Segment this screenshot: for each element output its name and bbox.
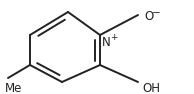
Text: OH: OH xyxy=(142,82,160,94)
Text: O: O xyxy=(144,10,153,23)
Text: N: N xyxy=(102,36,111,49)
Text: −: − xyxy=(152,8,161,18)
Text: +: + xyxy=(110,33,118,42)
Text: Me: Me xyxy=(5,82,22,94)
